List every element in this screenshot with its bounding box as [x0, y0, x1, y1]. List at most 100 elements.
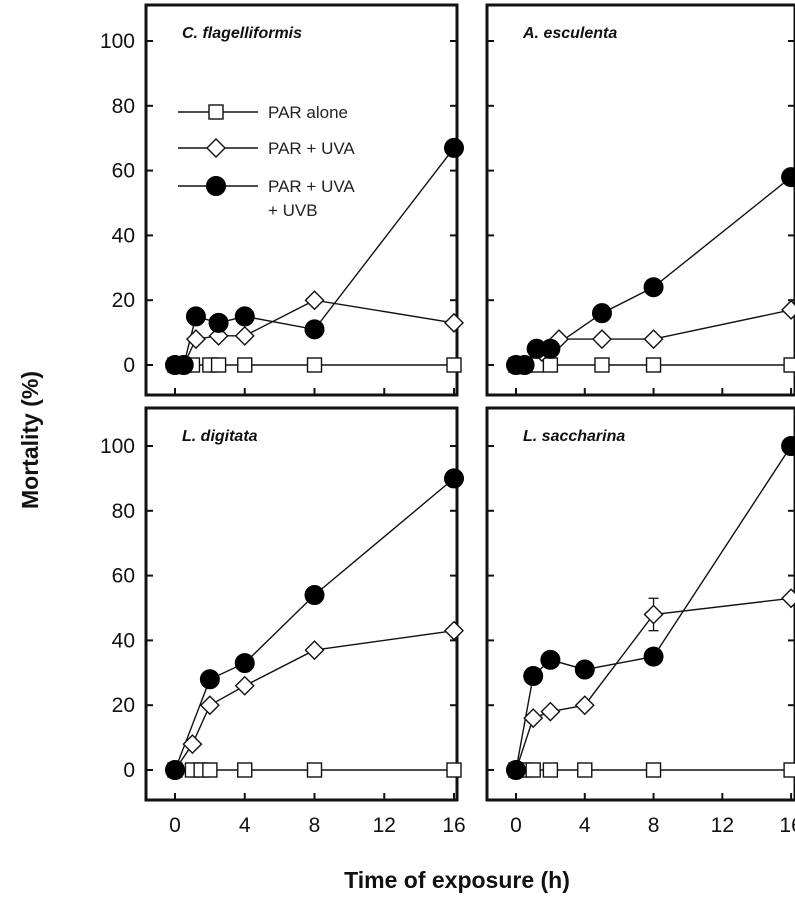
panel-title: L. digitata: [182, 428, 258, 445]
panel-l-saccharina: 0 4 8 12 16 L. saccharina: [485, 406, 795, 837]
panel-title: C. flagelliformis: [182, 25, 302, 42]
data-point-par-alone: [237, 357, 253, 373]
data-point-par-alone: [446, 762, 462, 778]
data-point-par-alone: [306, 762, 323, 778]
data-point-par-uva-uvb: [506, 760, 526, 780]
panel-c-flagelliformis: 0 20 40 60 80 100 C. flagelliformis PAR alone PA…: [100, 3, 464, 397]
legend-label: PAR + UVA: [268, 139, 355, 158]
x-tick-label: 12: [373, 814, 396, 837]
y-axis-label: Mortality (%): [17, 371, 43, 509]
data-point-par-alone: [542, 357, 559, 373]
legend-entry-par-alone: PAR alone: [178, 103, 348, 122]
data-point-par-alone: [202, 762, 218, 778]
data-point-par-uva: [643, 604, 664, 625]
y-tick-label: 80: [112, 500, 135, 523]
series-line-par-uva-uvb: [515, 445, 792, 771]
legend-entry-par-uva: PAR + UVA: [178, 138, 355, 158]
panel-a-esculenta: A. esculenta: [485, 3, 795, 397]
data-point-par-uva-uvb: [781, 167, 795, 188]
y-tick-label: 60: [112, 565, 135, 588]
legend-label: PAR alone: [268, 103, 348, 122]
data-point-par-uva: [182, 734, 203, 755]
y-tick-label: 40: [112, 224, 135, 247]
data-point-par-alone: [594, 357, 610, 373]
data-point-par-uva: [304, 290, 325, 311]
data-point-par-alone: [577, 762, 593, 778]
y-tick-label: 60: [112, 160, 135, 183]
series-line-par-uva-uvb: [174, 477, 455, 771]
y-tick-label: 100: [100, 30, 135, 53]
data-point-par-alone: [645, 762, 662, 778]
data-point-par-uva: [781, 588, 795, 609]
data-point-par-uva: [591, 329, 612, 350]
data-point-par-uva-uvb: [199, 669, 220, 690]
data-point-par-uva: [540, 701, 561, 722]
y-tick-label: 0: [123, 759, 135, 782]
x-tick-label: 16: [779, 814, 795, 837]
data-point-par-uva: [199, 695, 220, 716]
legend-marker: [206, 138, 226, 158]
data-point-par-uva: [444, 312, 464, 333]
panel-l-digitata: 0 20 40 60 80 100 0 4 8 12 16 L. digitata: [100, 406, 466, 837]
data-point-par-uva-uvb: [173, 355, 194, 375]
data-point-par-uva-uvb: [781, 436, 795, 456]
data-point-par-uva: [234, 675, 255, 696]
data-point-par-uva: [444, 620, 464, 641]
data-point-par-uva: [523, 708, 544, 729]
y-tick-label: 100: [100, 435, 135, 458]
data-point-par-uva-uvb: [234, 306, 255, 327]
x-tick-label: 0: [510, 814, 522, 837]
data-point-par-uva: [304, 640, 325, 661]
y-tick-label: 20: [112, 694, 135, 717]
legend-label: PAR + UVA: [268, 177, 355, 196]
x-tick-label: 12: [711, 814, 734, 837]
data-point-par-uva-uvb: [540, 649, 561, 670]
y-tick-label: 80: [112, 95, 135, 118]
x-tick-label: 8: [648, 814, 660, 837]
data-point-par-uva: [574, 695, 595, 716]
data-point-par-alone: [645, 357, 662, 373]
x-tick-label: 0: [169, 814, 181, 837]
panel-title: A. esculenta: [522, 25, 617, 42]
data-point-par-uva-uvb: [444, 468, 464, 489]
x-axis-label: Time of exposure (h): [344, 867, 570, 893]
data-point-par-alone: [783, 762, 795, 778]
data-point-par-uva-uvb: [643, 646, 664, 667]
data-point-par-alone: [237, 762, 253, 778]
data-point-par-uva: [781, 299, 795, 320]
y-tick-label: 20: [112, 289, 135, 312]
panel-frame: [485, 3, 795, 397]
data-point-par-alone: [306, 357, 323, 373]
data-point-par-alone: [542, 762, 559, 778]
x-tick-label: 16: [442, 814, 465, 837]
data-point-par-uva-uvb: [540, 338, 561, 359]
legend-marker: [206, 176, 226, 196]
data-point-par-uva-uvb: [444, 137, 464, 158]
y-tick-label: 0: [123, 354, 135, 377]
data-point-par-alone: [783, 357, 795, 373]
data-point-par-uva-uvb: [591, 303, 612, 324]
data-point-par-uva: [643, 329, 664, 350]
data-point-par-uva-uvb: [165, 760, 185, 780]
panel-title: L. saccharina: [523, 428, 625, 445]
data-point-par-uva-uvb: [643, 277, 664, 298]
series-line-par-uva: [515, 597, 792, 771]
legend-entry-par-uva-uvb: PAR + UVA + UVB: [178, 176, 355, 220]
panel-frame: [144, 3, 459, 397]
x-tick-label: 8: [309, 814, 321, 837]
data-point-par-uva-uvb: [208, 312, 229, 333]
data-point-par-alone: [525, 762, 541, 778]
data-point-par-uva-uvb: [304, 319, 325, 340]
panel-frame: [144, 406, 459, 802]
data-point-par-uva-uvb: [574, 659, 595, 680]
panel-frame: [485, 406, 795, 802]
data-point-par-uva-uvb: [185, 306, 206, 327]
legend-label: + UVB: [268, 201, 318, 220]
y-tick-label: 40: [112, 629, 135, 652]
data-point-par-uva-uvb: [514, 355, 535, 375]
x-tick-label: 4: [239, 814, 251, 837]
data-point-par-uva-uvb: [304, 585, 325, 606]
data-point-par-uva: [234, 325, 255, 346]
